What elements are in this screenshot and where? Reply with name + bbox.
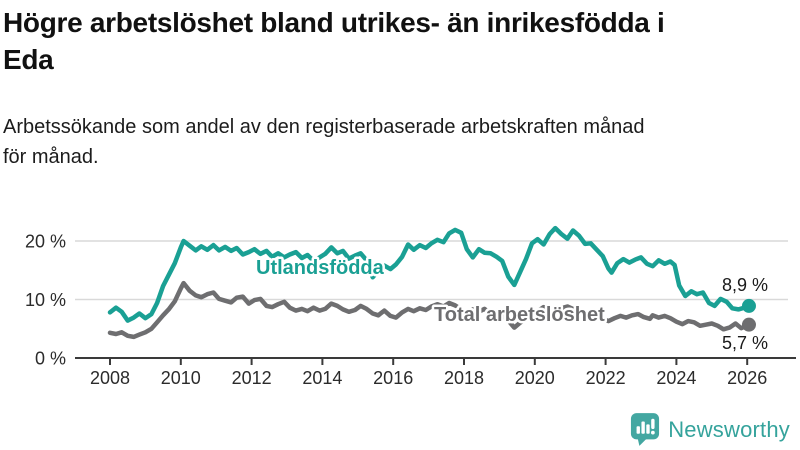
x-tick-label: 2008 — [90, 368, 130, 388]
page-title-line2: Eda — [3, 44, 54, 75]
x-tick-label: 2010 — [161, 368, 201, 388]
x-tick-label: 2016 — [373, 368, 413, 388]
x-tick-label: 2020 — [515, 368, 555, 388]
page-subtitle-line1: Arbetssökande som andel av den registerb… — [3, 116, 645, 138]
x-tick-label: 2026 — [727, 368, 767, 388]
series-line-utlandsfodda — [107, 225, 752, 323]
y-tick-label: 0 % — [35, 349, 66, 369]
newsworthy-logo-icon — [631, 413, 660, 446]
page-title: Högre arbetslöshet bland utrikes- än inr… — [3, 4, 665, 78]
brand-name: Newsworthy — [668, 416, 790, 442]
page-subtitle: Arbetssökande som andel av den registerb… — [3, 112, 645, 172]
series-label: Utlandsfödda — [256, 257, 385, 279]
end-value-label: 8,9 % — [722, 275, 768, 295]
x-tick-label: 2012 — [232, 368, 272, 388]
x-tick-label: 2014 — [302, 368, 342, 388]
x-tick-label: 2018 — [444, 368, 484, 388]
series-label: Total arbetslöshet — [434, 304, 605, 326]
end-value-label: 5,7 % — [722, 333, 768, 353]
brand-footer: Newsworthy — [630, 412, 790, 447]
y-tick-label: 10 % — [25, 290, 66, 310]
series-end-dot — [741, 298, 756, 313]
series-end-dot — [741, 317, 756, 332]
page-title-line1: Högre arbetslöshet bland utrikes- än inr… — [3, 7, 665, 38]
x-tick-label: 2024 — [656, 368, 696, 388]
page-subtitle-line2: för månad. — [3, 146, 99, 168]
series-line-total — [107, 280, 752, 340]
x-tick-label: 2022 — [586, 368, 626, 388]
y-tick-label: 20 % — [25, 232, 66, 252]
